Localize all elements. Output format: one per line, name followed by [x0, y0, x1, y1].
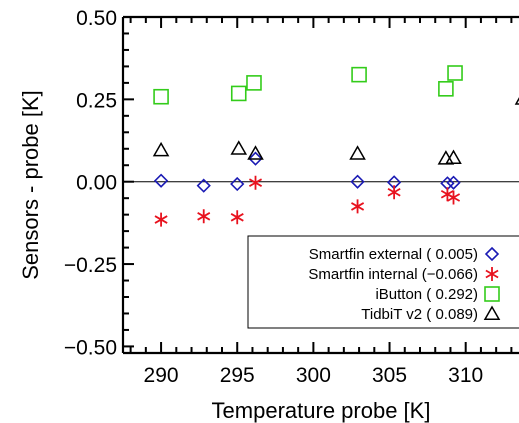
y-tick-label: 0.25 [76, 89, 117, 112]
square-data-point [447, 65, 463, 81]
asterisk-data-point [154, 212, 168, 227]
asterisk-data-point [387, 185, 401, 200]
legend-box [247, 235, 519, 329]
square-data-point [438, 81, 454, 97]
axis-tick-labels: 290 295 300 305 310 −0.50 −0.25 0.00 0.25 0.50 [64, 7, 483, 387]
diamond-data-point [230, 176, 245, 192]
triangle-data-point [445, 149, 462, 164]
x-tick-label: 290 [144, 364, 179, 387]
y-tick-label: −0.50 [64, 336, 117, 359]
axis-ticks [123, 16, 513, 353]
triangle-data-point [152, 141, 170, 157]
y-tick-label: −0.25 [64, 254, 117, 277]
square-data-point [351, 66, 367, 83]
square-data-point [153, 88, 169, 105]
diamond-data-point [248, 151, 263, 166]
x-tick-label: 305 [372, 364, 407, 387]
asterisk-data-point [351, 199, 365, 214]
asterisk-data-point [446, 190, 461, 205]
x-tick-label: 310 [448, 364, 483, 387]
diamond-data-point [196, 178, 211, 193]
triangle-data-point [349, 145, 366, 160]
legend-diamond-marker [484, 246, 500, 262]
y-tick-label: 0.00 [76, 172, 117, 195]
asterisk-data-point [197, 209, 211, 224]
legend-label: TidbiT v2 ( 0.089) [361, 306, 478, 323]
diamond-data-point [350, 174, 365, 189]
legend: Smartfin external ( 0.005) Smartfin inter… [247, 235, 519, 329]
asterisk-data-point [230, 210, 244, 225]
legend-label: Smartfin internal (−0.066) [308, 266, 478, 283]
diamond-data-point [153, 173, 169, 188]
legend-label: iButton ( 0.292) [375, 286, 478, 303]
diamond-data-point [446, 175, 461, 190]
legend-asterisk-marker [485, 267, 499, 281]
legend-label: Smartfin external ( 0.005) [309, 246, 478, 263]
triangle-data-point [437, 150, 455, 165]
triangle-data-point [230, 140, 248, 155]
triangle-data-point [247, 145, 264, 160]
x-axis-title: Temperature probe [K] [212, 398, 431, 423]
x-tick-label: 300 [296, 364, 331, 387]
y-tick-label: 0.50 [76, 7, 117, 30]
square-data-point [230, 85, 247, 102]
square-data-point [246, 75, 262, 91]
legend-triangle-marker [483, 305, 501, 320]
asterisk-data-point [248, 175, 263, 190]
x-tick-label: 295 [220, 364, 255, 387]
y-axis-title: Sensors - probe [K] [18, 90, 43, 280]
legend-square-marker [484, 286, 500, 302]
data-points [152, 65, 519, 267]
